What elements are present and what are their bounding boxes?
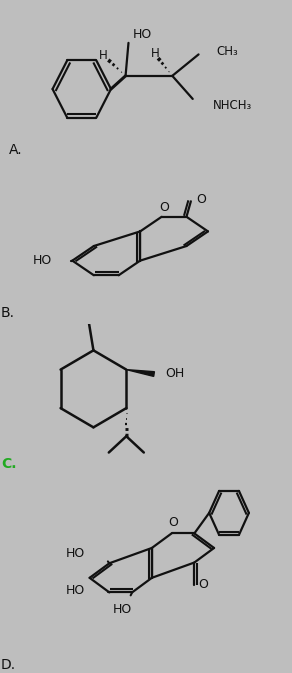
Text: HO: HO	[112, 603, 131, 616]
Text: O: O	[160, 201, 170, 213]
Text: O: O	[199, 578, 208, 592]
Text: HO: HO	[65, 547, 84, 561]
Text: B.: B.	[1, 306, 15, 320]
Text: CH₃: CH₃	[216, 44, 238, 58]
Text: C.: C.	[1, 457, 16, 471]
Text: H: H	[99, 49, 108, 62]
Text: OH: OH	[166, 367, 185, 380]
Text: O: O	[196, 193, 206, 206]
Text: NHCH₃: NHCH₃	[213, 99, 252, 112]
Text: HO: HO	[65, 584, 84, 597]
Text: O: O	[168, 516, 178, 529]
Text: H: H	[150, 47, 159, 60]
Text: HO: HO	[33, 254, 52, 267]
Text: D.: D.	[1, 658, 16, 672]
Polygon shape	[126, 369, 154, 376]
Text: HO: HO	[133, 28, 152, 41]
Text: A.: A.	[9, 143, 22, 157]
